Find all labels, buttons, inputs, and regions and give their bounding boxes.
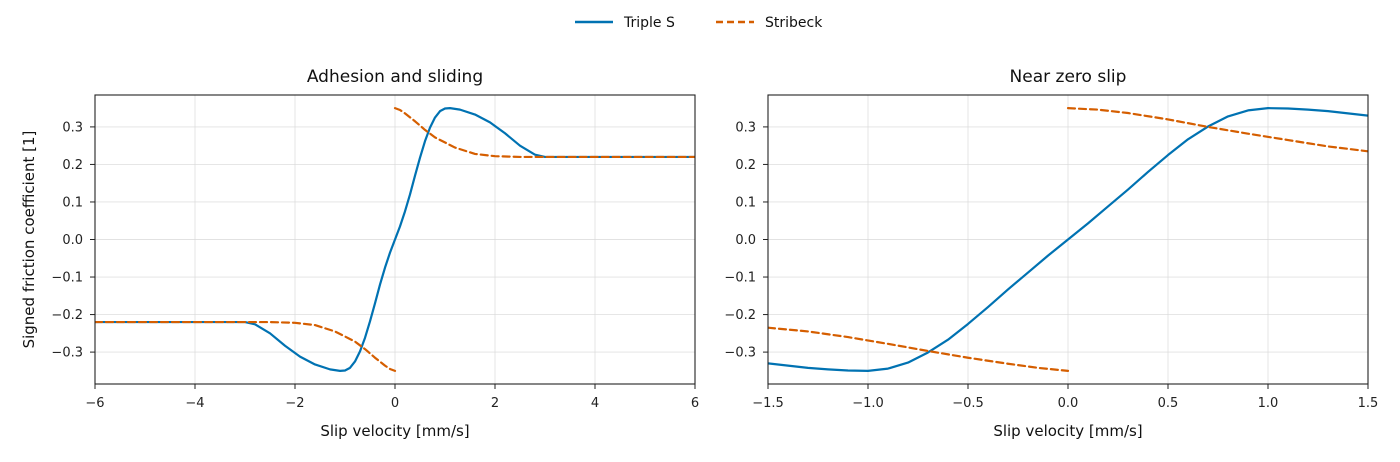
y-tick-label-0: −0.3 xyxy=(724,346,756,361)
y-tick-label-2: −0.1 xyxy=(724,271,756,286)
y-tick-label-4: 0.1 xyxy=(62,195,83,210)
x-tick-label-3: 0 xyxy=(391,396,399,411)
series-group xyxy=(95,107,695,372)
series-line-stribeck-segment-1 xyxy=(393,107,695,159)
x-tick-label-2: −0.5 xyxy=(952,396,984,411)
y-tick-label-5: 0.2 xyxy=(735,158,756,173)
axis-ticks: −6 −4 −2 0 2 4 6 −0.3 −0.2 −0.1 0.0 0.1 0.2 0.3 xyxy=(51,120,699,411)
chart-panel-adhesion-and-sliding: −6 −4 −2 0 2 4 6 −0.3 −0.2 −0.1 0.0 0.1 0.2 0.3 Adhesi… xyxy=(20,67,699,440)
chart-panel-near-zero-slip: −1.5 −1.0 −0.5 0.0 0.5 1.0 1.5 −0.3 −0.2 −0.1 0.0 0… xyxy=(724,67,1378,440)
x-tick-label-2: −2 xyxy=(285,396,304,411)
x-axis-label: Slip velocity [mm/s] xyxy=(320,422,469,440)
x-tick-label-3: 0.0 xyxy=(1058,396,1079,411)
x-tick-label-6: 6 xyxy=(691,396,699,411)
grid-lines xyxy=(94,95,696,384)
y-tick-label-6: 0.3 xyxy=(735,120,756,135)
x-tick-label-4: 2 xyxy=(491,396,499,411)
panel-title: Near zero slip xyxy=(1010,67,1127,87)
series-line-stribeck-segment-0 xyxy=(95,320,397,372)
series-line-stribeck-segment-0 xyxy=(768,326,1070,372)
x-tick-label-5: 4 xyxy=(591,396,599,411)
y-tick-label-0: −0.3 xyxy=(51,346,83,361)
legend-label-triple-s: Triple S xyxy=(623,15,675,31)
x-tick-label-6: 1.5 xyxy=(1358,396,1379,411)
x-tick-label-0: −1.5 xyxy=(752,396,784,411)
y-tick-label-6: 0.3 xyxy=(62,120,83,135)
series-line-triple-s-segment-0 xyxy=(95,107,695,372)
x-tick-label-0: −6 xyxy=(85,396,104,411)
y-tick-label-1: −0.2 xyxy=(51,308,83,323)
x-tick-label-1: −1.0 xyxy=(852,396,884,411)
legend: Triple S Stribeck xyxy=(575,15,823,31)
panel-title: Adhesion and sliding xyxy=(307,67,483,87)
x-tick-label-4: 0.5 xyxy=(1158,396,1179,411)
grid-lines xyxy=(767,95,1369,384)
legend-item-stribeck: Stribeck xyxy=(716,15,823,31)
y-tick-label-4: 0.1 xyxy=(735,195,756,210)
y-tick-label-5: 0.2 xyxy=(62,158,83,173)
series-line-triple-s-segment-0 xyxy=(768,107,1368,372)
x-axis-label: Slip velocity [mm/s] xyxy=(993,422,1142,440)
axis-ticks: −1.5 −1.0 −0.5 0.0 0.5 1.0 1.5 −0.3 −0.2 −0.1 0.0 0… xyxy=(724,120,1378,411)
y-axis-label: Signed friction coefficient [1] xyxy=(20,131,38,349)
series-group xyxy=(768,107,1368,372)
y-tick-label-2: −0.1 xyxy=(51,271,83,286)
legend-label-stribeck: Stribeck xyxy=(765,15,823,31)
x-tick-label-1: −4 xyxy=(185,396,204,411)
series-line-stribeck-segment-1 xyxy=(1066,107,1368,153)
y-tick-label-1: −0.2 xyxy=(724,308,756,323)
x-tick-label-5: 1.0 xyxy=(1258,396,1279,411)
legend-item-triple-s: Triple S xyxy=(575,15,675,31)
y-tick-label-3: 0.0 xyxy=(62,233,83,248)
y-tick-label-3: 0.0 xyxy=(735,233,756,248)
